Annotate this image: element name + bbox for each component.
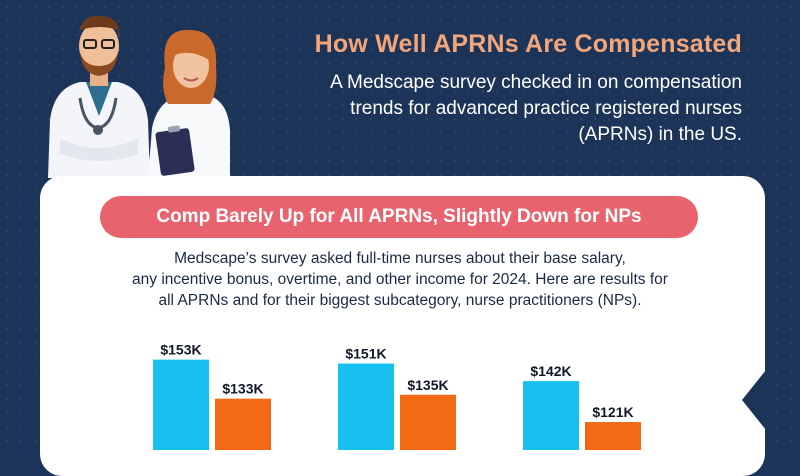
bar-value-label: $133K [222,381,263,397]
subtitle-line: trends for advanced practice registered … [350,98,742,119]
bar-value-label: $153K [160,342,201,358]
section-description: Medscape’s survey asked full-time nurses… [80,248,720,311]
page-subtitle: A Medscape survey checked in on compensa… [250,70,742,148]
bar-group2-series1 [338,363,394,450]
subtitle-line: (APRNs) in the US. [578,124,742,145]
bar-group3-series2 [585,422,641,450]
left-notch-decoration [22,374,40,434]
section-title-pill: Comp Barely Up for All APRNs, Slightly D… [100,196,698,238]
female-nurse-illustration [148,29,230,178]
nurses-illustration [48,15,230,178]
right-notch-decoration [742,370,776,430]
bar-value-label: $142K [530,363,571,379]
bar-group2-series2 [400,394,456,450]
bar-group3-series1 [523,381,579,450]
compensation-bar-chart: $153K $133K $151K $135K $142K $121K [153,342,641,450]
male-nurse-illustration [48,15,150,178]
bar-group1-series2 [215,398,271,450]
page-title: How Well APRNs Are Compensated [314,30,742,58]
subtitle-line: A Medscape survey checked in on compensa… [330,72,742,93]
description-line: any incentive bonus, overtime, and other… [132,271,668,288]
description-line: all APRNs and for their biggest subcateg… [158,292,642,309]
bar-value-label: $121K [592,404,633,420]
bar-group1-series1 [153,359,209,450]
bar-value-label: $151K [345,346,386,362]
bar-value-label: $135K [407,377,448,393]
description-line: Medscape’s survey asked full-time nurses… [174,250,626,267]
